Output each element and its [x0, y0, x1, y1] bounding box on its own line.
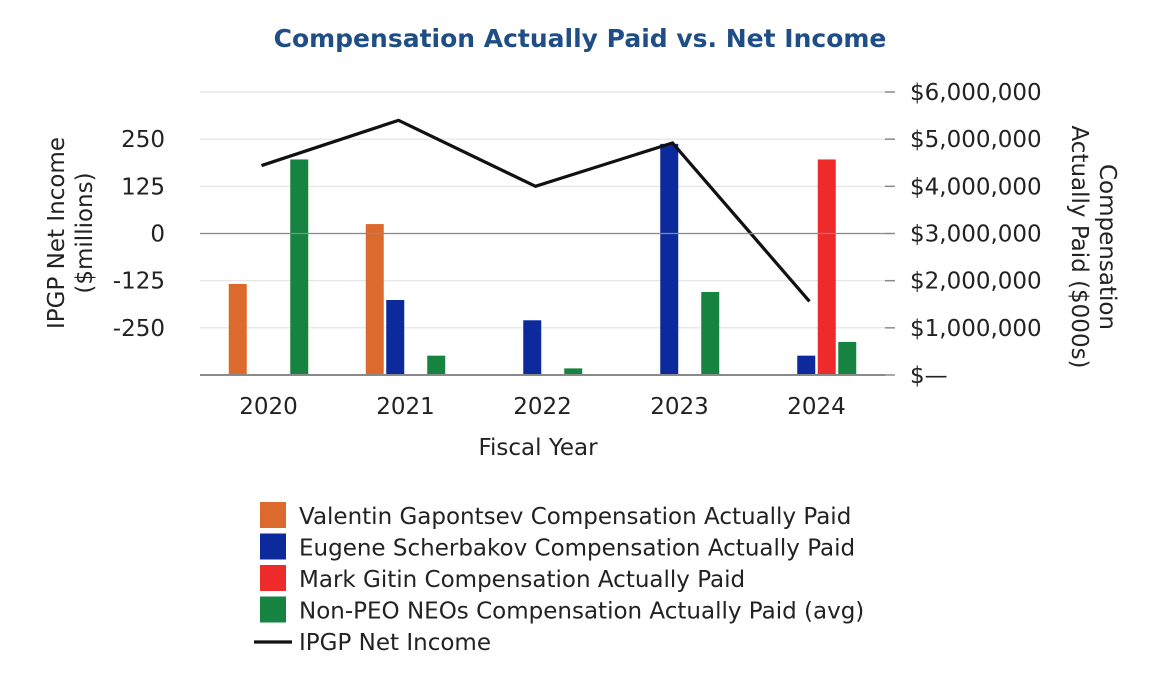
- left-axis-title-line: ($millions): [72, 172, 98, 293]
- bar-4: [564, 368, 583, 375]
- axes: 250 125 0 -125 -250 $6,000,000 $5,000,000 $4,00…: [113, 80, 1042, 420]
- bar-3: [817, 159, 836, 375]
- legend: Valentin Gapontsev Compensation Actually…: [254, 502, 864, 656]
- right-tick-label: $1,000,000: [910, 316, 1042, 342]
- right-tick-label: $2,000,000: [910, 269, 1042, 295]
- right-tick-label: $4,000,000: [910, 174, 1042, 200]
- left-tick-label: 250: [121, 127, 165, 153]
- bar-1: [228, 283, 247, 375]
- bars: [228, 143, 857, 375]
- legend-swatch: [260, 565, 286, 591]
- legend-label: Valentin Gapontsev Compensation Actually…: [299, 504, 851, 530]
- x-tick-label: 2021: [376, 394, 435, 420]
- left-axis-title: IPGP Net Income($millions): [44, 137, 98, 329]
- x-tick-label: 2020: [239, 394, 298, 420]
- right-axis-title-text: CompensationActually Paid ($000s): [1066, 125, 1120, 368]
- bar-2: [660, 143, 679, 375]
- left-tick-label: 0: [150, 222, 165, 248]
- legend-label: Eugene Scherbakov Compensation Actually …: [299, 536, 855, 562]
- legend-label: Non-PEO NEOs Compensation Actually Paid …: [299, 599, 864, 625]
- right-axis-title: CompensationActually Paid ($000s): [1066, 125, 1120, 368]
- x-tick-label: 2023: [650, 394, 709, 420]
- bar-4: [290, 159, 309, 375]
- right-tick-label: $5,000,000: [910, 127, 1042, 153]
- legend-label: IPGP Net Income: [299, 630, 491, 656]
- legend-swatch: [260, 596, 286, 623]
- bar-4: [838, 341, 857, 375]
- x-tick-label: 2022: [513, 394, 572, 420]
- left-axis-title-line: IPGP Net Income: [44, 137, 70, 329]
- x-tick-label: 2024: [787, 394, 846, 420]
- right-axis-title-line: Compensation: [1094, 164, 1120, 330]
- left-axis-title-text: IPGP Net Income($millions): [44, 137, 98, 329]
- bar-4: [427, 355, 446, 375]
- legend-swatch: [260, 502, 286, 528]
- chart-title: Compensation Actually Paid vs. Net Incom…: [274, 24, 887, 53]
- bar-2: [386, 300, 405, 375]
- right-axis-title-line: Actually Paid ($000s): [1066, 125, 1092, 368]
- x-axis-title: Fiscal Year: [478, 435, 598, 461]
- net-income-line: [260, 118, 811, 303]
- right-tick-label: $3,000,000: [910, 222, 1042, 248]
- bar-2: [797, 355, 816, 375]
- legend-swatch: [260, 533, 286, 560]
- legend-label: Mark Gitin Compensation Actually Paid: [299, 567, 745, 593]
- left-tick-label: -250: [113, 316, 165, 342]
- right-tick-label: $6,000,000: [910, 80, 1042, 106]
- net-income-polyline: [260, 118, 811, 303]
- bar-1: [365, 224, 384, 375]
- bar-4: [701, 291, 720, 375]
- left-tick-label: -125: [113, 269, 165, 295]
- left-tick-label: 125: [121, 174, 165, 200]
- bar-2: [523, 320, 542, 375]
- right-tick-label: $—: [910, 363, 948, 389]
